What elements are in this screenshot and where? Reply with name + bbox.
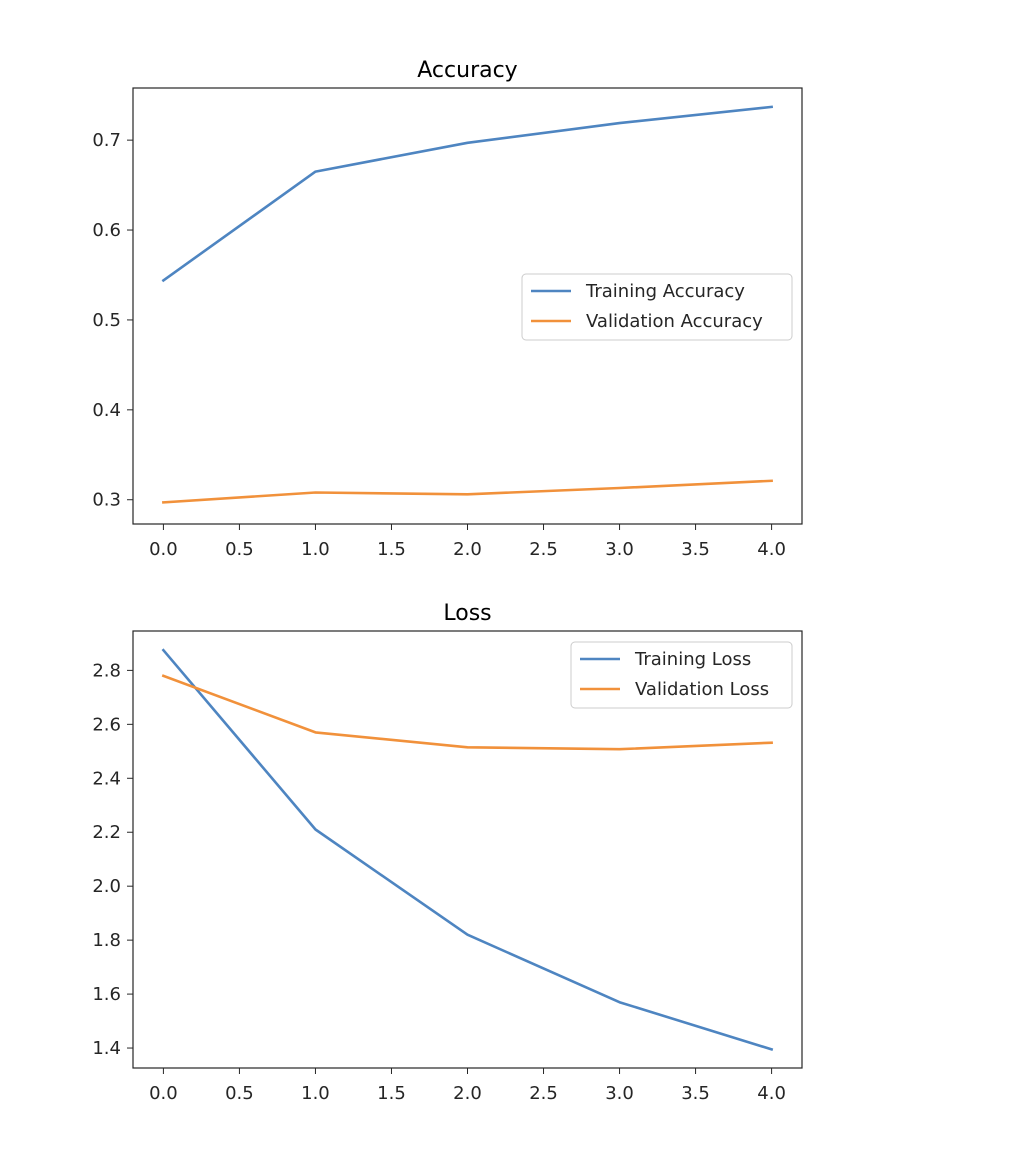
y-tick-label: 2.0 (92, 876, 121, 897)
legend: Training Accuracy Validation Accuracy (521, 273, 793, 341)
legend-box (521, 273, 793, 341)
y-tick-label: 0.3 (92, 490, 121, 511)
legend: Training Loss Validation Loss (570, 641, 793, 709)
plot-frame (132, 630, 803, 1069)
y-tick-label: 1.4 (92, 1038, 121, 1059)
x-tick-label: 2.0 (453, 1083, 482, 1104)
accuracy-chart: Accuracy 0.0 0.5 1.0 1.5 2.0 2.5 3.0 3.5 4.0 0.3 0.… (92, 58, 803, 560)
y-tick-label: 0.6 (92, 220, 121, 241)
x-tick-label: 2.5 (529, 539, 558, 560)
x-tick-label: 1.5 (377, 1083, 406, 1104)
x-tick-label: 2.0 (453, 539, 482, 560)
y-tick-label: 1.6 (92, 984, 121, 1005)
legend-label: Validation Loss (635, 679, 769, 700)
legend-label: Training Accuracy (585, 281, 745, 302)
x-tick-label: 4.0 (757, 539, 786, 560)
x-tick-label: 3.0 (605, 1083, 634, 1104)
y-tick-label: 0.7 (92, 130, 121, 151)
x-tick-label: 2.5 (529, 1083, 558, 1104)
series-line-validation-loss (161, 674, 773, 751)
x-tick-label: 3.0 (605, 539, 634, 560)
y-tick-label: 0.5 (92, 310, 121, 331)
series-line-training-accuracy (161, 105, 774, 283)
x-tick-label: 1.0 (301, 539, 330, 560)
series-line-validation-accuracy (162, 479, 773, 504)
x-tick-label: 0.0 (149, 539, 178, 560)
x-tick-label: 3.5 (681, 1083, 710, 1104)
loss-chart: Loss 0.0 0.5 1.0 1.5 2.0 2.5 3.0 3.5 4.0 1.4 1.6 1.8… (92, 601, 803, 1104)
y-tick-label: 2.4 (92, 768, 121, 789)
y-tick-label: 2.8 (92, 660, 121, 681)
chart-title: Accuracy (417, 58, 517, 83)
y-tick-label: 2.6 (92, 714, 121, 735)
chart-title: Loss (443, 601, 491, 626)
legend-label: Training Loss (634, 649, 751, 670)
y-tick-label: 0.4 (92, 400, 121, 421)
y-tick-label: 1.8 (92, 930, 121, 951)
x-tick-label: 4.0 (757, 1083, 786, 1104)
x-tick-label: 0.5 (225, 539, 254, 560)
y-tick-label: 2.2 (92, 822, 121, 843)
plot-frame (132, 87, 803, 525)
series-line-training-loss (161, 648, 774, 1052)
x-tick-label: 0.5 (225, 1083, 254, 1104)
x-tick-label: 1.5 (377, 539, 406, 560)
x-tick-label: 1.0 (301, 1083, 330, 1104)
x-tick-label: 0.0 (149, 1083, 178, 1104)
legend-label: Validation Accuracy (586, 311, 763, 332)
x-tick-label: 3.5 (681, 539, 710, 560)
legend-box (570, 641, 793, 709)
